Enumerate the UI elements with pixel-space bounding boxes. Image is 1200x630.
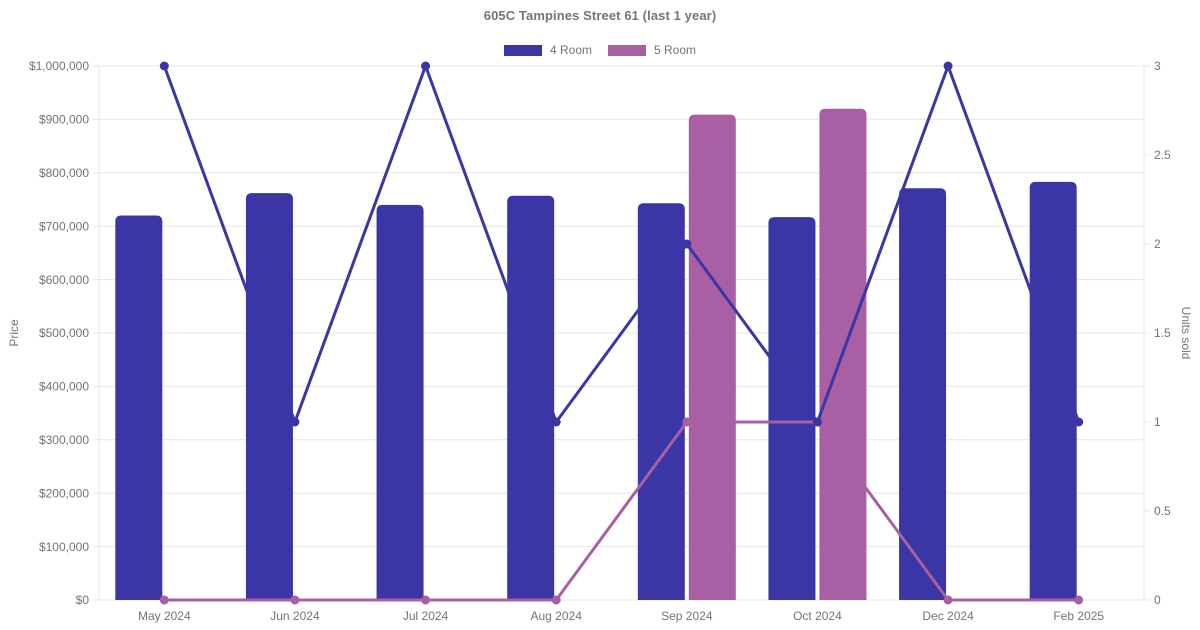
y-right-tick-label: 1.5 xyxy=(1154,326,1171,340)
y-left-tick-label: $1,000,000 xyxy=(29,59,89,73)
y-left-tick-label: $900,000 xyxy=(39,113,89,127)
bar-4-room[interactable] xyxy=(637,203,685,600)
data-point-5-room[interactable] xyxy=(1074,595,1084,605)
data-point-4-room[interactable] xyxy=(421,61,431,71)
bar-4-room[interactable] xyxy=(1029,181,1077,601)
data-point-4-room[interactable] xyxy=(290,417,300,427)
y-left-tick-label: $600,000 xyxy=(39,273,89,287)
data-point-4-room[interactable] xyxy=(943,61,953,71)
bar-4-room[interactable] xyxy=(507,195,555,600)
y-left-tick-label: $700,000 xyxy=(39,219,89,233)
legend-label-5-room: 5 Room xyxy=(654,43,697,57)
y-left-tick-label: $100,000 xyxy=(39,540,89,554)
bar-5-room[interactable] xyxy=(688,114,736,601)
y-left-tick-label: $500,000 xyxy=(39,326,89,340)
y-right-tick-label: 0.5 xyxy=(1154,504,1171,518)
bar-4-room[interactable] xyxy=(245,193,293,601)
x-axis-tick-label: Oct 2024 xyxy=(793,609,842,623)
x-axis-tick-label: May 2024 xyxy=(138,609,191,623)
x-axis-tick-label: Dec 2024 xyxy=(922,609,974,623)
data-point-4-room[interactable] xyxy=(159,61,169,71)
y-right-tick-label: 2.5 xyxy=(1154,148,1171,162)
data-point-5-room[interactable] xyxy=(290,595,300,605)
chart-title: 605C Tampines Street 61 (last 1 year) xyxy=(483,8,717,23)
legend-swatch-5-room xyxy=(608,44,646,56)
y-right-tick-label: 3 xyxy=(1154,59,1161,73)
y-left-tick-label: $800,000 xyxy=(39,166,89,180)
bar-4-room[interactable] xyxy=(899,188,947,600)
y-right-tick-label: 2 xyxy=(1154,237,1161,251)
data-point-4-room[interactable] xyxy=(1074,417,1084,427)
x-axis-tick-label: Feb 2025 xyxy=(1053,609,1104,623)
legend-swatch-4-room xyxy=(503,44,542,56)
bar-4-room[interactable] xyxy=(115,215,163,600)
legend-item-5-room[interactable]: 5 Room xyxy=(608,43,696,57)
data-point-5-room[interactable] xyxy=(159,595,169,605)
x-axis-tick-label: Jun 2024 xyxy=(270,609,320,623)
y-left-tick-label: $300,000 xyxy=(39,433,89,447)
y-left-tick-label: $400,000 xyxy=(39,380,89,394)
y-left-tick-label: $200,000 xyxy=(39,486,89,500)
line-4-room xyxy=(162,64,1081,424)
y-right-tick-label: 1 xyxy=(1154,415,1161,429)
y-left-tick-label: $0 xyxy=(76,593,90,607)
chart-legend: 4 Room 5 Room xyxy=(0,42,1200,58)
data-point-5-room[interactable] xyxy=(682,417,692,427)
bar-4-room[interactable] xyxy=(376,204,424,600)
legend-label-4-room: 4 Room xyxy=(549,43,592,57)
legend-item-4-room[interactable]: 4 Room xyxy=(503,43,592,57)
bar-4-room[interactable] xyxy=(768,217,816,600)
data-point-5-room[interactable] xyxy=(551,595,561,605)
y-right-tick-label: 0 xyxy=(1154,593,1161,607)
x-axis-tick-label: Jul 2024 xyxy=(403,609,449,623)
x-axis-tick-label: Sep 2024 xyxy=(661,609,713,623)
x-axis-tick-label: Aug 2024 xyxy=(530,609,582,623)
data-point-4-room[interactable] xyxy=(812,417,822,427)
data-point-4-room[interactable] xyxy=(551,417,561,427)
data-point-5-room[interactable] xyxy=(943,595,953,605)
line-5-room xyxy=(162,420,1081,602)
data-point-5-room[interactable] xyxy=(421,595,431,605)
data-point-4-room[interactable] xyxy=(682,239,692,249)
